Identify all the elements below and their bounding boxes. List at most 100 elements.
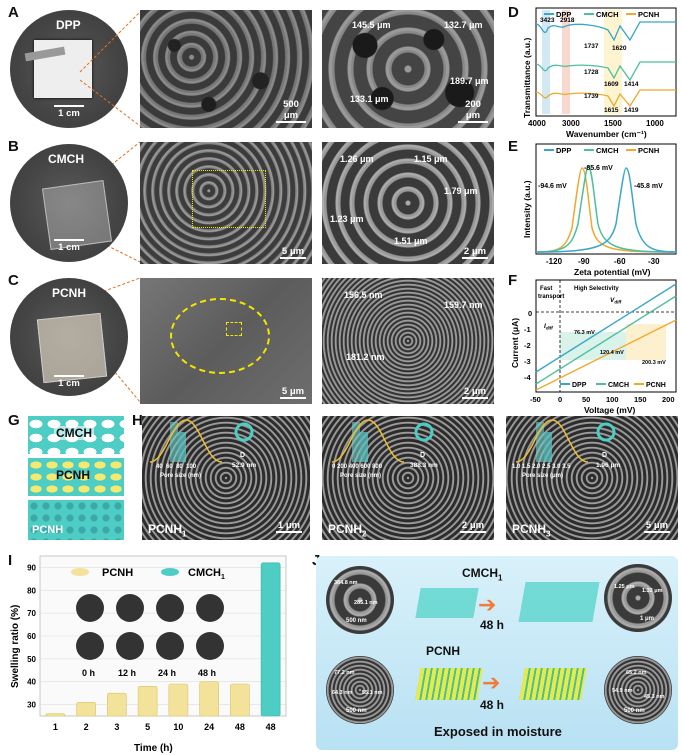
- bar-pcnh: [199, 681, 219, 717]
- sem-j-tl: 384.8 nm 285.1 nm 500 nm: [326, 566, 394, 634]
- annotation-v1: 76.3 mV: [574, 330, 595, 336]
- scale-text: 2 μm: [463, 246, 487, 257]
- y-ticks: 30 40 50 60 70 80 90: [27, 563, 36, 709]
- title-subscript: 2: [362, 529, 367, 539]
- legend-label: DPP: [556, 10, 571, 19]
- x-axis-label: Zeta potential (mV): [574, 267, 651, 277]
- scale-text: 5 μm: [645, 520, 669, 531]
- x-tick-label: 4000: [528, 119, 546, 128]
- x-axis-label: Time (h): [134, 743, 173, 754]
- pore-size-annotation: 189.7 μm: [450, 76, 489, 86]
- h1-d-value: 52.9 nm: [232, 462, 257, 469]
- scale-text: 500 nm: [346, 618, 367, 624]
- sample-label-cmch: CMCH: [48, 152, 84, 166]
- y-tick-label: -1: [524, 325, 531, 334]
- pore-size-annotation: 1.25 μm: [614, 584, 635, 590]
- series-line-dpp: [535, 283, 677, 373]
- legend-subscript: 1: [221, 574, 225, 581]
- pore-size-annotation: 133.1 μm: [350, 94, 389, 104]
- vdiff-symbol: V: [610, 297, 615, 304]
- annotation-high-selectivity: High Selectivity: [574, 286, 619, 292]
- legend: DPP CMCH PCNH: [544, 146, 659, 155]
- sem-b-high: 1.26 μm 1.15 μm 1.79 μm 1.23 μm 1.51 μm …: [322, 142, 494, 264]
- schematic-j: 384.8 nm 285.1 nm 500 nm 1.25 μm 1.32 μm…: [316, 556, 678, 750]
- peak-label: 1728: [584, 69, 599, 76]
- legend: DPP CMCH PCNH: [544, 10, 659, 19]
- x-tick-label: -30: [648, 257, 660, 266]
- pore-size-annotation: 1.15 μm: [414, 154, 448, 164]
- pore-size-annotation: 181.2 nm: [346, 352, 385, 362]
- caption: Exposed in moisture: [434, 724, 562, 739]
- tick: 40: [156, 464, 163, 470]
- scale-bar-b2: 2 μm: [462, 246, 488, 260]
- pore-size-annotation: 65.2 nm: [626, 670, 647, 676]
- bar-pcnh: [45, 713, 66, 717]
- y-tick-label: 90: [27, 563, 36, 572]
- plot-frame: [535, 279, 677, 393]
- tick: 200: [337, 464, 348, 470]
- h2-d-label: D: [420, 452, 426, 459]
- peak-label: 1739: [584, 93, 599, 100]
- legend-label: PCNH: [646, 382, 666, 389]
- tick: 2.0: [532, 464, 541, 470]
- x-axis-label: Wavenumber (cm⁻¹): [566, 129, 647, 139]
- legend: DPP CMCH PCNH: [560, 382, 666, 389]
- y-axis-label: Intensity (a.u.): [522, 180, 532, 238]
- tick: 2.5: [542, 464, 551, 470]
- h1-title: PCNH1: [148, 522, 186, 538]
- y-tick-label: 30: [27, 701, 36, 710]
- pcnh-block-before: [415, 668, 483, 700]
- panel-label-e: E: [508, 138, 519, 155]
- scale-text: 1 cm: [58, 242, 80, 253]
- photo-cmch: CMCH 1 cm: [10, 144, 128, 262]
- panel-label-d: D: [508, 4, 519, 21]
- sem-h3: [506, 416, 678, 540]
- pore-size-annotation: 45.3 nm: [644, 694, 665, 700]
- title-subscript: 1: [182, 529, 187, 539]
- zoom-region-box: [226, 322, 242, 336]
- peak-label: 2918: [560, 17, 575, 24]
- band-highlight: [604, 10, 622, 114]
- y-tick-label: 0: [528, 309, 532, 318]
- annotation-vdiff: Vdiff: [610, 297, 622, 305]
- x-tick-label: -60: [614, 257, 626, 266]
- scale-text: 5 μm: [281, 246, 305, 257]
- pore-size-annotation: 55.1 nm: [362, 690, 383, 696]
- scale-bar-h2: 2 μm: [460, 520, 486, 534]
- scale-bar-c2: 2 μm: [462, 386, 488, 400]
- scale-text: 2 μm: [463, 386, 487, 397]
- label-text: CMCH: [462, 566, 498, 580]
- legend-swatch-cmch: [161, 568, 179, 576]
- x-tick-label: 1500: [604, 119, 622, 128]
- panel-label-h: H: [132, 412, 143, 429]
- arrow-right-icon: ➔: [482, 670, 501, 695]
- peak-label: 3423: [540, 17, 555, 24]
- x-ticks: 1 2 3 5 10 24 48 48: [53, 722, 276, 732]
- x-tick-label: 48: [235, 722, 245, 732]
- h3-xlabel: Pore size (μm): [522, 473, 564, 479]
- scale-bar-h3: 5 μm: [644, 520, 670, 534]
- cmch-block-after: [518, 582, 600, 622]
- bars: [45, 562, 281, 717]
- series-line-cmch: [535, 61, 676, 82]
- legend-label: CMCH: [596, 146, 619, 155]
- schematic-label: CMCH: [54, 426, 94, 440]
- photo-time-label: 48 h: [198, 668, 216, 678]
- sample-label-pcnh: PCNH: [52, 286, 87, 300]
- tick: 60: [166, 464, 173, 470]
- bar-cmch: [260, 562, 281, 717]
- cmch-block-before: [415, 588, 479, 618]
- pore-size-annotation: 145.5 μm: [352, 20, 391, 30]
- tick: 400: [348, 464, 359, 470]
- scale-bar-a2: 200 μm: [458, 99, 488, 124]
- y-axis-label: Current (μA): [510, 318, 520, 368]
- peak-label: 1615: [604, 107, 619, 114]
- tick: 100: [186, 464, 197, 470]
- y-axis-label: Transmittance (a.u.): [522, 38, 532, 118]
- peak-label: -85.6 mV: [584, 165, 613, 172]
- bar-pcnh: [107, 692, 127, 717]
- schematic-label: PCNH: [56, 468, 91, 482]
- peak-label: -45.8 mV: [634, 183, 663, 190]
- idiff-subscript: diff: [546, 326, 553, 331]
